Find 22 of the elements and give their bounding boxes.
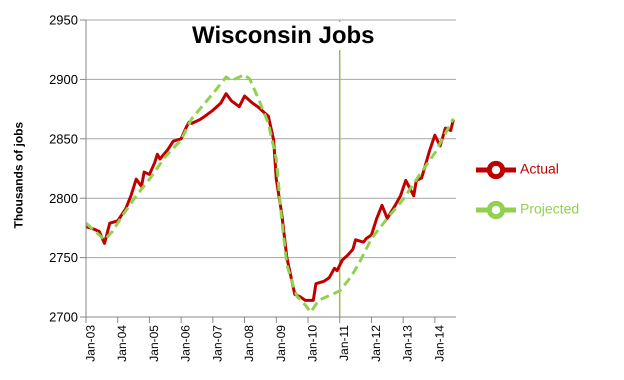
y-tick-label: 2750 [49,250,78,266]
legend-label: Projected [520,200,580,217]
x-tick-label: Jan-10 [306,324,320,362]
x-tick-label: Jan-03 [84,324,98,362]
y-tick-label: 2900 [49,72,78,88]
y-tick-label: 2850 [49,131,78,146]
x-tick-label: Jan-04 [115,324,130,362]
x-tick-label: Jan-12 [368,324,383,362]
y-tick-label: 2800 [49,190,78,206]
x-tick-label: Jan-11 [337,324,352,361]
y-axis-title: Thousands of jobs [11,122,26,228]
x-tick-label: Jan-06 [178,324,193,362]
x-tick-label: Jan-13 [400,324,415,362]
legend-label: Actual [520,160,559,177]
x-tick-label: Jan-14 [432,324,446,362]
x-tick-label: Jan-07 [210,324,224,362]
chart-title: Wisconsin Jobs [188,22,378,50]
y-tick-label: 2950 [49,12,78,28]
y-tick-label: 2700 [49,310,78,325]
x-tick-label: Jan-08 [242,324,256,362]
x-tick-label: Jan-09 [274,324,288,362]
x-tick-label: Jan-05 [146,324,161,362]
